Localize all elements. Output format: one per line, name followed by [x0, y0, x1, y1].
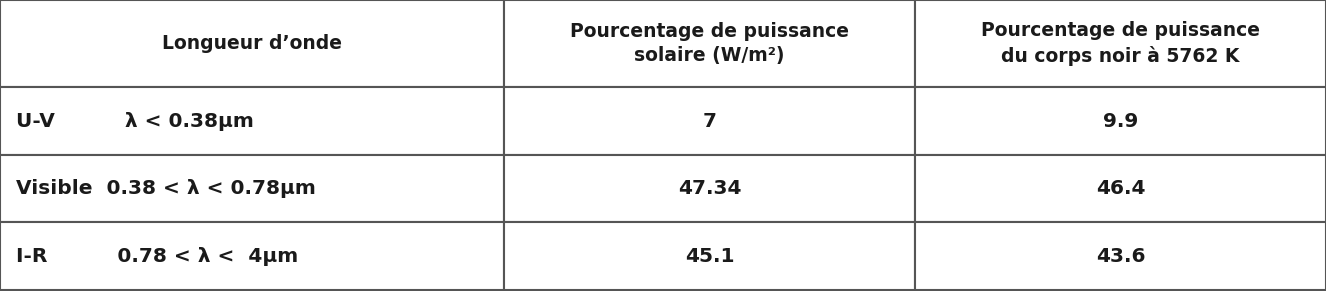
Text: 9.9: 9.9 — [1103, 111, 1138, 131]
Bar — [504, 222, 915, 290]
Bar — [0, 155, 504, 222]
Text: 43.6: 43.6 — [1095, 246, 1146, 266]
Bar — [0, 0, 504, 87]
Text: Longueur d’onde: Longueur d’onde — [162, 34, 342, 53]
Text: Pourcentage de puissance
du corps noir à 5762 K: Pourcentage de puissance du corps noir à… — [981, 21, 1260, 66]
Bar — [504, 0, 915, 87]
Bar — [915, 222, 1326, 290]
Bar — [0, 222, 504, 290]
Text: 7: 7 — [703, 111, 716, 131]
Text: 45.1: 45.1 — [684, 246, 735, 266]
Bar — [915, 0, 1326, 87]
Text: U-V          λ < 0.38μm: U-V λ < 0.38μm — [16, 111, 253, 131]
Bar — [504, 155, 915, 222]
Text: 47.34: 47.34 — [678, 179, 741, 198]
Text: 46.4: 46.4 — [1095, 179, 1146, 198]
Bar — [0, 87, 504, 155]
Text: I-R          0.78 < λ <  4μm: I-R 0.78 < λ < 4μm — [16, 246, 298, 266]
Text: Pourcentage de puissance
solaire (W/m²): Pourcentage de puissance solaire (W/m²) — [570, 22, 849, 65]
Bar — [504, 87, 915, 155]
Bar — [915, 87, 1326, 155]
Text: Visible  0.38 < λ < 0.78μm: Visible 0.38 < λ < 0.78μm — [16, 179, 316, 198]
Bar — [915, 155, 1326, 222]
